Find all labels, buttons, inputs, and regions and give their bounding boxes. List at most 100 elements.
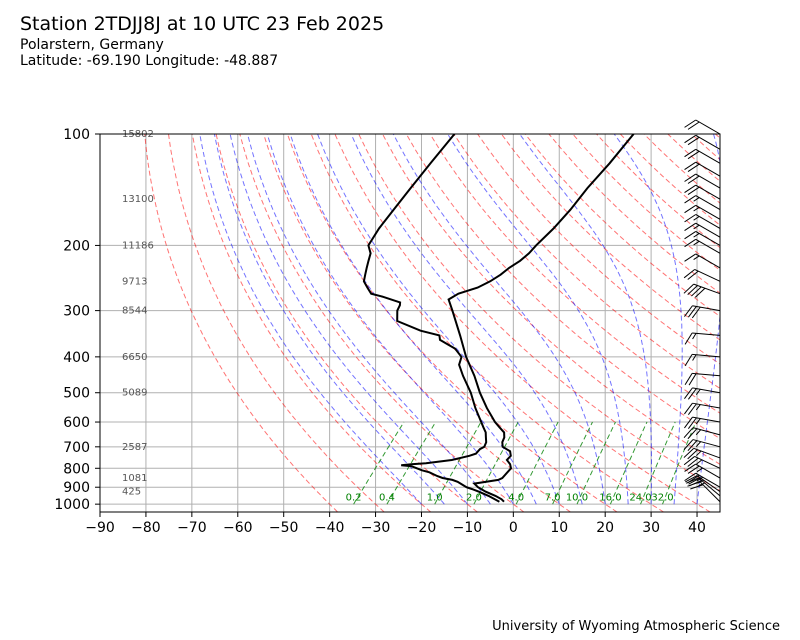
wind-barb-staff	[692, 372, 721, 377]
wind-barb-flag	[684, 231, 697, 240]
moist-adiabat	[317, 134, 560, 505]
wind-barb	[684, 148, 721, 164]
wind-barb-flag	[684, 472, 697, 482]
dry-adiabat	[215, 134, 478, 512]
moist-adiabat	[350, 134, 583, 505]
mixing-ratio-label: 1.0	[427, 493, 443, 504]
wind-barb-staff	[695, 230, 721, 246]
wind-barb-flag	[684, 332, 693, 345]
moist-adiabat	[247, 134, 491, 505]
wind-barb-flag	[684, 134, 697, 144]
wind-barb-flag	[684, 238, 697, 248]
wind-barb-flag	[683, 439, 694, 450]
wind-barb-flag	[690, 484, 704, 490]
mixing-ratio-line	[386, 421, 437, 505]
dry-adiabat	[144, 134, 338, 512]
dry-adiabat	[405, 134, 720, 440]
mixing-ratio-line	[640, 421, 676, 505]
mixing-ratio-label: 32.0	[651, 493, 673, 504]
wind-barb-staff	[692, 353, 721, 358]
wind-barb-flag	[684, 305, 693, 317]
wind-barb-half	[696, 476, 703, 482]
dewpoint-profile	[362, 134, 500, 503]
wind-barb-half	[695, 388, 701, 395]
wind-barb-half	[693, 197, 700, 202]
wind-barb-staff	[692, 427, 721, 436]
x-tick-label: −90	[85, 520, 115, 536]
moist-adiabat	[613, 134, 683, 505]
wind-barb-flag	[687, 457, 699, 467]
wind-barb-half	[695, 441, 702, 447]
height-label: 1081	[122, 473, 147, 484]
wind-barb	[684, 238, 721, 254]
wind-barb-flag	[689, 480, 702, 487]
plot-border	[99, 133, 721, 513]
x-tick-label: 30	[642, 520, 660, 536]
wind-barb-flag	[683, 456, 695, 466]
moist-adiabat	[199, 134, 422, 505]
wind-barb	[684, 204, 721, 220]
x-tick-label: −30	[361, 520, 391, 536]
wind-barb-flag	[684, 195, 697, 204]
station-coordinates: Latitude: -69.190 Longitude: -48.887	[20, 53, 279, 69]
wind-barb	[683, 439, 721, 451]
wind-barb-flag	[687, 440, 698, 451]
dry-adiabat	[691, 134, 720, 161]
mixing-ratio-line	[515, 421, 559, 505]
mixing-ratio-lines	[353, 421, 697, 505]
wind-barb	[684, 230, 721, 246]
y-tick-label: 300	[63, 304, 90, 320]
wind-barb-staff	[695, 253, 721, 269]
wind-barb-flag	[683, 447, 695, 458]
wind-barb-flag	[687, 428, 698, 440]
chart-labels: 1580213100111869713854466505089258710814…	[122, 129, 674, 504]
wind-barb-staff	[692, 332, 721, 336]
wind-barb-flag	[687, 150, 700, 160]
wind-barb	[684, 387, 721, 400]
wind-barb-flag	[684, 354, 693, 367]
wind-barb-flag	[687, 306, 697, 318]
wind-barb-half	[693, 240, 700, 246]
dry-adiabat	[263, 134, 571, 512]
wind-barb-staff	[692, 387, 721, 394]
dry-adiabat	[477, 134, 720, 365]
y-tick-label: 400	[63, 350, 90, 366]
wind-barb-staff	[695, 214, 721, 229]
wind-barb-staff	[692, 439, 721, 448]
wind-barb-half	[693, 206, 700, 212]
x-tick-label: 20	[596, 520, 614, 536]
wind-barb-staff	[695, 148, 721, 164]
dry-adiabat	[239, 134, 525, 512]
wind-barb-staff	[695, 119, 721, 135]
dry-adiabat	[191, 134, 432, 512]
wind-barb-flag	[684, 373, 693, 386]
wind-barb-flag	[687, 403, 697, 415]
wind-barb-staff	[699, 481, 721, 503]
moist-adiabat	[447, 134, 629, 505]
wind-barb-staff	[695, 222, 721, 238]
wind-barb	[684, 173, 721, 189]
height-label: 425	[122, 487, 141, 498]
height-label: 11186	[122, 240, 154, 251]
wind-barb-flag	[687, 465, 700, 474]
wind-barb-flag	[688, 477, 701, 485]
wind-barb-flag	[687, 136, 700, 146]
dry-adiabat	[715, 134, 720, 139]
wind-barb-half	[692, 333, 697, 340]
wind-barb-flag	[684, 214, 697, 223]
wind-barb	[684, 184, 721, 200]
dry-adiabat	[596, 134, 720, 249]
wind-barbs	[683, 119, 721, 503]
wind-barb-half	[695, 429, 702, 436]
height-label: 8544	[122, 306, 147, 317]
wind-barb-flag	[694, 287, 706, 298]
wind-barb-staff	[695, 161, 721, 177]
wind-barb-flag	[691, 286, 702, 297]
mixing-ratio-label: 0.4	[379, 493, 395, 504]
wind-barb-staff	[692, 305, 721, 312]
wind-barb	[684, 214, 721, 229]
moist-adiabat	[266, 134, 514, 505]
wind-barb	[684, 222, 721, 238]
wind-barb	[684, 305, 721, 319]
